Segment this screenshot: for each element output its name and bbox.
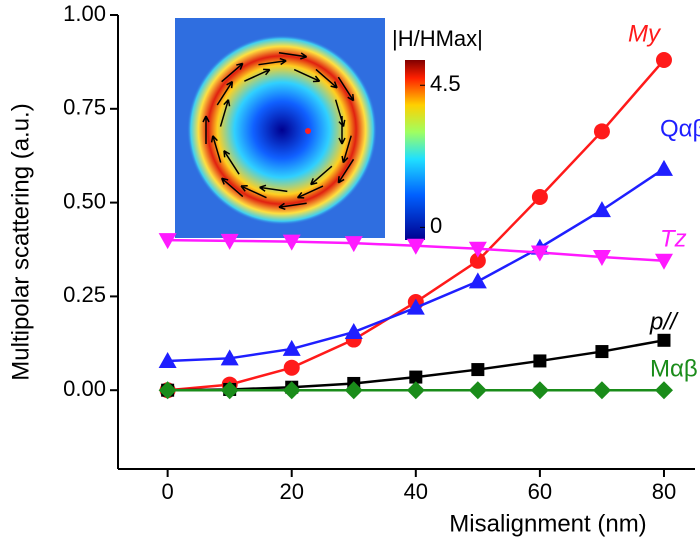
series-label: Tz: [660, 225, 687, 252]
field-arrow: [258, 57, 287, 66]
series-label: Qαβ: [660, 115, 700, 142]
field-arrow: [341, 135, 352, 164]
marker: [533, 354, 547, 368]
field-arrow: [240, 185, 267, 199]
field-arrow: [337, 76, 355, 102]
marker: [406, 298, 425, 315]
field-arrow: [315, 68, 338, 89]
marker: [344, 236, 363, 253]
marker: [471, 363, 485, 377]
field-arrow: [220, 177, 244, 198]
colorbar-title: |H/HMax|: [392, 26, 483, 51]
x-tick-label: 0: [162, 479, 174, 504]
marker: [409, 370, 423, 384]
marker: [531, 188, 548, 205]
marker: [592, 250, 611, 267]
y-axis-label: Multipolar scattering (a.u.): [7, 103, 34, 380]
marker: [595, 345, 609, 359]
field-arrow: [310, 165, 333, 186]
marker: [158, 381, 177, 400]
marker: [468, 241, 487, 258]
field-arrow: [216, 80, 234, 106]
field-arrow: [334, 99, 346, 128]
marker: [283, 359, 300, 376]
marker: [468, 272, 487, 289]
marker: [468, 381, 487, 400]
marker: [654, 381, 673, 400]
marker: [654, 159, 673, 176]
series-label: My: [628, 20, 662, 47]
x-tick-label: 20: [279, 479, 303, 504]
x-tick-label: 60: [528, 479, 552, 504]
y-tick-label: 0.25: [63, 282, 106, 307]
marker: [158, 233, 177, 250]
marker: [592, 201, 611, 218]
y-tick-label: 0.75: [63, 95, 106, 120]
marker: [592, 381, 611, 400]
colorbar: [405, 60, 425, 240]
marker: [406, 238, 425, 255]
marker: [344, 381, 363, 400]
field-arrow: [259, 184, 288, 193]
x-tick-label: 40: [404, 479, 428, 504]
colorbar-tick-label: 4.5: [430, 71, 461, 96]
inset: [175, 18, 425, 240]
field-arrow: [337, 158, 355, 184]
marker: [282, 234, 301, 251]
field-arrow: [296, 185, 324, 199]
field-arrow: [244, 68, 271, 82]
marker: [158, 351, 177, 368]
field-arrow: [278, 202, 307, 211]
marker: [593, 123, 610, 140]
field-arrow: [278, 52, 308, 60]
x-tick-label: 80: [652, 479, 676, 504]
marker: [282, 381, 301, 400]
marker: [220, 349, 239, 366]
colorbar-tick-label: 0: [430, 213, 442, 238]
x-axis-label: Misalignment (nm): [449, 510, 646, 537]
marker: [469, 252, 486, 269]
field-arrow: [219, 99, 231, 127]
marker: [657, 333, 671, 347]
marker: [344, 323, 363, 340]
marker: [220, 233, 239, 250]
marker: [282, 339, 301, 356]
field-arrow: [210, 135, 222, 163]
marker: [654, 253, 673, 270]
marker: [655, 52, 672, 69]
field-arrow: [223, 150, 240, 175]
field-arrow: [202, 115, 210, 144]
marker: [530, 245, 549, 262]
series-label: Mαβ: [650, 355, 698, 382]
field-arrow: [293, 68, 321, 83]
field-map: [187, 35, 377, 225]
marker: [406, 381, 425, 400]
y-tick-label: 0.50: [63, 188, 106, 213]
field-arrow: [221, 62, 244, 83]
series-label: p//: [649, 308, 679, 335]
marker: [530, 381, 549, 400]
field-arrows: [202, 52, 355, 211]
y-tick-label: 1.00: [63, 1, 106, 26]
marker: [220, 381, 239, 400]
y-tick-label: 0.00: [63, 376, 106, 401]
dipole-marker: [305, 128, 311, 134]
